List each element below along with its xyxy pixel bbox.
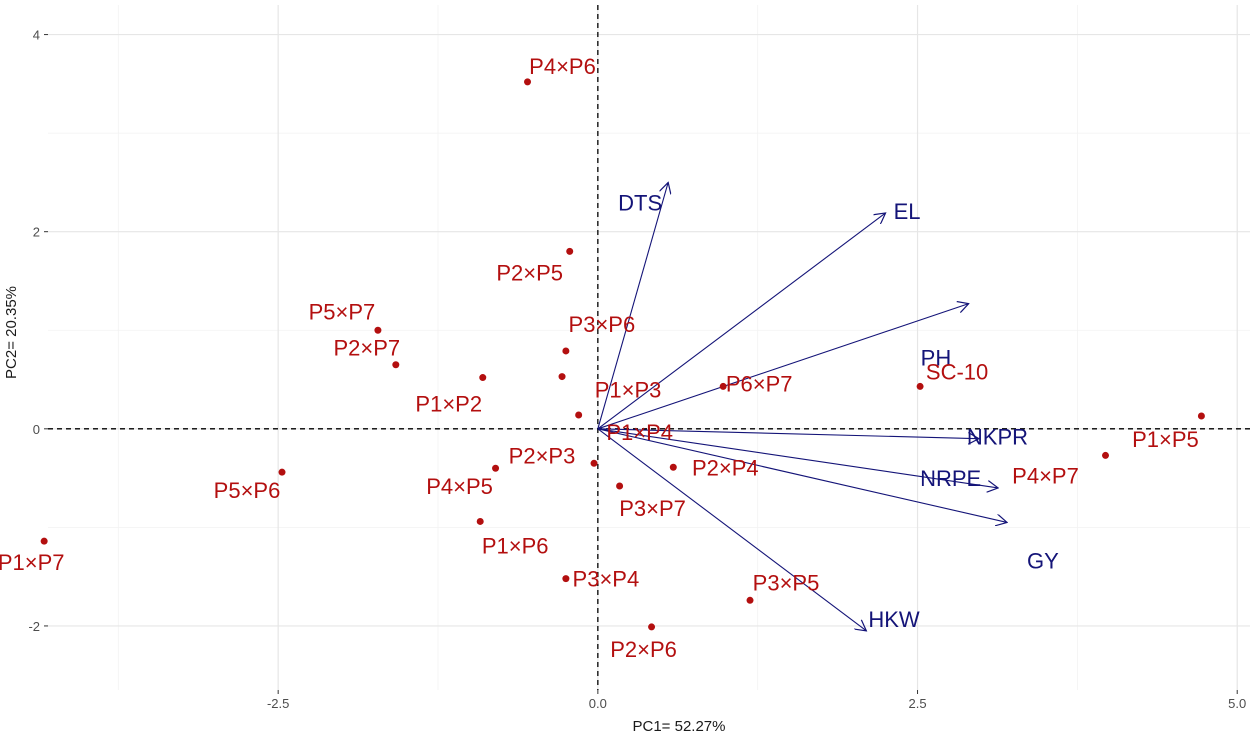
loading-label-dts: DTS: [618, 190, 662, 215]
loading-arrow-hkw: [597, 428, 867, 631]
loading-arrow-nkpr: [597, 428, 979, 439]
axes: PC1= 52.27% PC2= 20.35% -2.5 0.0 2.5 5.0 -2 0…: [3, 28, 1246, 735]
genotype-point: [374, 326, 382, 334]
genotype-point: [479, 374, 487, 382]
labels: DTS EL PH NKPR NRPE GY HKW P4×P6 P2×P5 P5×P7 P3×P6…: [0, 54, 1199, 662]
loading-label-nrpe: NRPE: [920, 466, 981, 491]
genotype-label: P2×P6: [610, 637, 677, 662]
grid: [48, 5, 1250, 690]
reference-lines: [48, 5, 1250, 690]
x-tick-label: 5.0: [1228, 696, 1246, 711]
genotype-point: [40, 537, 48, 545]
genotype-point: [669, 463, 677, 471]
genotype-label: P1×P7: [0, 550, 64, 575]
genotype-label: SC-10: [926, 359, 988, 384]
genotype-point: [1197, 412, 1205, 420]
genotype-label: P3×P5: [753, 570, 820, 595]
y-tick-label: -2: [28, 619, 40, 634]
y-tick-label: 4: [33, 28, 40, 43]
genotype-label: P3×P6: [569, 312, 636, 337]
genotype-label: P3×P7: [619, 496, 686, 521]
loading-label-nkpr: NKPR: [967, 425, 1028, 450]
y-tick-label: 0: [33, 422, 40, 437]
genotype-point: [524, 78, 532, 86]
loading-label-el: EL: [894, 199, 921, 224]
x-tick-label: 2.5: [908, 696, 926, 711]
genotype-label: P4×P6: [529, 54, 596, 79]
genotype-label: P1×P6: [482, 533, 549, 558]
genotype-label: P4×P7: [1012, 463, 1079, 488]
genotype-point: [492, 464, 500, 472]
genotype-label: P1×P4: [606, 420, 673, 445]
genotype-label: P1×P5: [1132, 427, 1199, 452]
x-tick-label: -2.5: [267, 696, 289, 711]
loading-label-hkw: HKW: [868, 607, 920, 632]
genotype-point: [558, 373, 566, 381]
genotype-point: [575, 411, 583, 419]
genotype-point: [916, 382, 924, 390]
y-axis-title: PC2= 20.35%: [3, 286, 20, 379]
genotype-label: P3×P4: [573, 567, 640, 592]
loading-label-gy: GY: [1027, 548, 1059, 573]
genotype-label: P6×P7: [726, 371, 793, 396]
genotype-label: P4×P5: [426, 474, 493, 499]
loading-arrow-nrpe: [597, 428, 998, 488]
genotype-label: P2×P7: [333, 336, 400, 361]
y-tick-label: 2: [33, 225, 40, 240]
loading-vectors: [597, 182, 1007, 631]
genotype-label: P5×P7: [309, 299, 376, 324]
genotype-point: [278, 468, 286, 476]
genotype-point: [616, 482, 624, 490]
genotype-points: [40, 78, 1205, 631]
genotype-point: [746, 596, 754, 604]
genotype-point: [719, 382, 727, 390]
x-axis-title: PC1= 52.27%: [633, 718, 726, 735]
x-tick-label: 0.0: [589, 696, 607, 711]
loading-arrow-dts: [597, 182, 668, 429]
loading-arrow-el: [597, 213, 886, 430]
genotype-point: [392, 361, 400, 369]
genotype-point: [562, 575, 570, 583]
genotype-label: P2×P5: [496, 260, 563, 285]
genotype-point: [590, 459, 598, 467]
genotype-point: [562, 347, 570, 355]
genotype-label: P1×P2: [415, 392, 482, 417]
genotype-point: [648, 623, 656, 631]
loading-label-ph: PH: [921, 346, 952, 371]
genotype-point: [566, 247, 574, 255]
genotype-label: P5×P6: [214, 478, 281, 503]
loading-arrow-ph: [597, 304, 969, 430]
genotype-label: P2×P4: [692, 455, 759, 480]
genotype-label: P2×P3: [509, 443, 576, 468]
genotype-point: [476, 517, 484, 525]
genotype-label: P1×P3: [595, 378, 662, 403]
genotype-point: [1102, 451, 1110, 459]
loading-arrow-gy: [597, 428, 1007, 523]
